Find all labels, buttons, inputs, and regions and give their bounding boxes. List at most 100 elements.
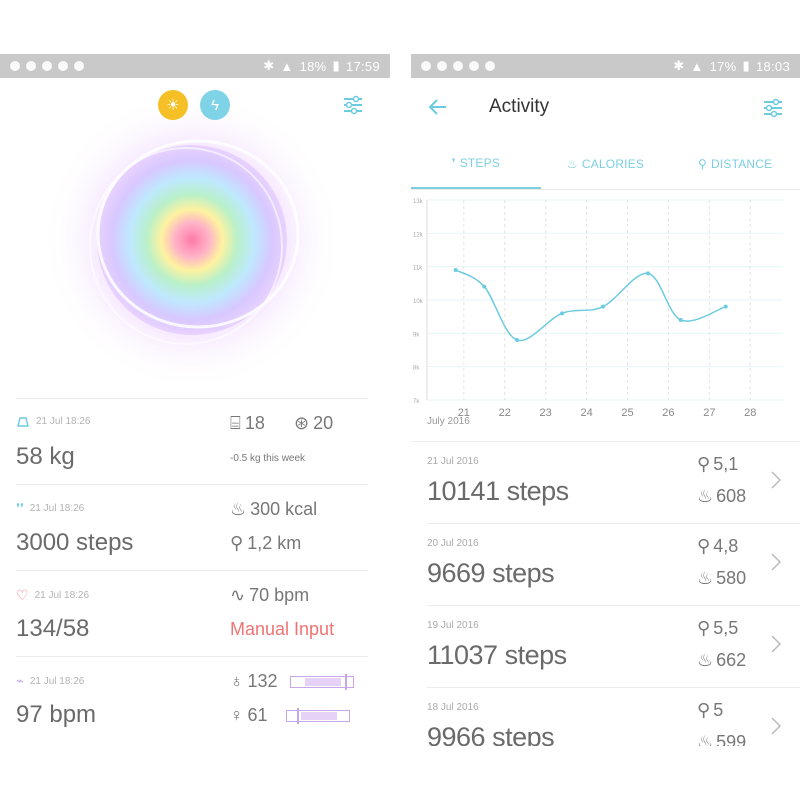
- data-point: [600, 304, 605, 309]
- notification-icon: [26, 61, 36, 71]
- pulse-icon: ∿: [230, 585, 246, 605]
- x-tick-label: 24: [580, 407, 592, 419]
- status-notification-icons: [421, 61, 495, 71]
- blood-pressure-card[interactable]: ♡ 21 Jul 18:26 134/58 ∿ 70 bpm Manual Inp…: [16, 570, 368, 656]
- status-bar: ✱ ▲ 18% ▮ 17:59: [0, 54, 390, 78]
- day-date: 21 Jul 2016: [427, 456, 479, 467]
- chevron-right-icon: [771, 471, 782, 489]
- notification-icon: [58, 61, 68, 71]
- heartbeat-icon: ⌁: [16, 673, 24, 688]
- day-calories: ♨ 599: [697, 732, 746, 746]
- chevron-right-icon: [771, 553, 782, 571]
- notification-icon: [74, 61, 84, 71]
- distance-icon: ⚲: [697, 700, 711, 720]
- chart-month-label: July 2016: [427, 416, 470, 427]
- x-tick-label: 27: [703, 407, 715, 419]
- chevron-right-icon: [771, 635, 782, 653]
- day-distance: ⚲ 5,1: [697, 454, 739, 474]
- day-steps: 11037 steps: [427, 640, 567, 670]
- page-title: Activity: [489, 96, 550, 117]
- steps-line-chart: 7k 8k 9k 10k 11k 12k 13k 21 22 23 24 25 26 27 28: [413, 199, 783, 419]
- signal-icon: ▲: [690, 58, 704, 74]
- filter-icon[interactable]: [762, 97, 784, 119]
- bluetooth-icon: ✱: [263, 58, 275, 73]
- chevron-right-icon: [771, 717, 782, 735]
- notification-icon: [469, 61, 479, 71]
- app-bar: Activity: [411, 78, 800, 138]
- flame-icon: ♨: [697, 568, 714, 588]
- hr-min: ♀ 61: [230, 705, 350, 726]
- steps-date: ❜❜ 21 Jul 18:26: [16, 501, 85, 515]
- data-point: [645, 271, 650, 276]
- day-date: 20 Jul 2016: [427, 538, 479, 549]
- tab-distance[interactable]: ⚲ DISTANCE: [697, 156, 773, 171]
- data-point: [453, 268, 458, 272]
- status-notification-icons: [10, 61, 84, 71]
- day-date: 18 Jul 2016: [427, 702, 479, 713]
- day-steps: 9966 steps: [427, 722, 555, 746]
- heart-rate-card[interactable]: ⌁ 21 Jul 18:26 97 bpm ♁ 132 ♀ 61: [16, 656, 368, 742]
- notification-icon: [10, 61, 20, 71]
- fat-value: ⌸ 18: [230, 413, 265, 433]
- distance-icon: ⚲: [697, 454, 711, 474]
- y-tick-label: 13k: [413, 199, 424, 205]
- list-item[interactable]: 20 Jul 2016 9669 steps ⚲ 4,8 ♨ 580: [427, 524, 800, 606]
- bolt-icon[interactable]: ϟ: [200, 90, 230, 120]
- x-tick-label: 26: [662, 407, 674, 419]
- data-point: [482, 284, 487, 289]
- flame-icon: ♨: [697, 650, 714, 670]
- hr-min-bar: [285, 707, 350, 724]
- muscle-icon: ⊛: [294, 413, 310, 433]
- hr-max-bar: [289, 673, 354, 690]
- y-tick-label: 10k: [413, 299, 424, 305]
- list-item[interactable]: 18 Jul 2016 9966 steps ⚲ 5 ♨ 599: [427, 688, 800, 746]
- distance-icon: ⚲: [230, 533, 244, 553]
- steps-card[interactable]: ❜❜ 21 Jul 18:26 3000 steps ♨ 300 kcal ⚲ 1,…: [16, 484, 368, 570]
- notification-icon: [453, 61, 463, 71]
- x-tick-label: 21: [458, 407, 470, 419]
- day-calories: ♨ 608: [697, 486, 747, 506]
- flame-icon: ♨: [230, 499, 247, 519]
- right-screen: ✱ ▲ 17% ▮ 18:03 Activity ❜ STEPS ♨ CAL: [411, 54, 800, 746]
- bluetooth-icon: ✱: [673, 58, 685, 73]
- footsteps-icon: ❜: [451, 155, 456, 170]
- weight-date: 21 Jul 18:26: [16, 415, 91, 427]
- notification-icon: [485, 61, 495, 71]
- manual-input-link[interactable]: Manual Input: [230, 619, 335, 639]
- day-steps: 9669 steps: [427, 558, 555, 588]
- notification-icon: [42, 61, 52, 71]
- steps-value: 3000 steps: [16, 529, 134, 556]
- max-heart-icon: ♁: [230, 671, 244, 691]
- weight-card[interactable]: 21 Jul 18:26 58 kg ⌸ 18 ⊛ 20 -0.5 kg this …: [16, 398, 368, 484]
- back-arrow-icon[interactable]: [427, 96, 449, 118]
- weight-value: 58 kg: [16, 443, 75, 470]
- distance-value: ⚲ 1,2 km: [230, 533, 302, 553]
- wellness-orb: [0, 90, 390, 398]
- distance-icon: ⚲: [697, 156, 707, 171]
- tab-steps[interactable]: ❜ STEPS: [411, 138, 541, 189]
- bp-pulse: ∿ 70 bpm: [230, 585, 310, 605]
- body-fat-icon: ⌸: [230, 413, 241, 433]
- calories-value: ♨ 300 kcal: [230, 499, 318, 519]
- flame-icon: ♨: [697, 486, 714, 506]
- x-tick-label: 23: [540, 407, 552, 419]
- battery-percent: 18%: [299, 58, 327, 74]
- data-point: [560, 311, 565, 316]
- data-point: [678, 318, 683, 322]
- hr-max: ♁ 132: [230, 671, 354, 692]
- list-item[interactable]: 19 Jul 2016 11037 steps ⚲ 5,5 ♨ 662: [427, 606, 800, 688]
- steps-chart: 7k 8k 9k 10k 11k 12k 13k 21 22 23 24 25 26 27 28 July …: [411, 190, 800, 442]
- distance-icon: ⚲: [697, 618, 711, 638]
- battery-percent: 17%: [709, 58, 737, 74]
- min-heart-icon: ♀: [230, 705, 244, 725]
- day-date: 19 Jul 2016: [427, 620, 479, 631]
- sun-icon[interactable]: ☀: [158, 90, 188, 120]
- data-point: [515, 338, 520, 342]
- notification-icon: [421, 61, 431, 71]
- day-calories: ♨ 580: [697, 568, 747, 588]
- signal-icon: ▲: [280, 58, 294, 74]
- day-distance: ⚲ 5: [697, 700, 724, 720]
- filter-icon[interactable]: [342, 94, 364, 116]
- list-item[interactable]: 21 Jul 2016 10141 steps ⚲ 5,1 ♨ 608: [427, 442, 800, 524]
- tab-calories[interactable]: ♨ CALORIES: [566, 156, 645, 171]
